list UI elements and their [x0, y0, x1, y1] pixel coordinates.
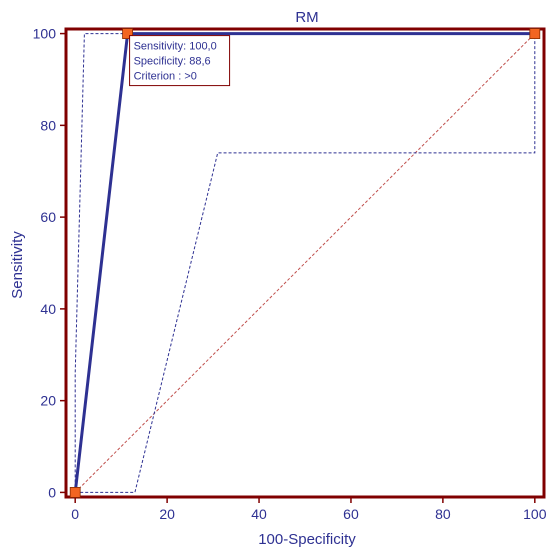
- x-tick-label: 40: [251, 506, 267, 522]
- y-tick-label: 80: [40, 117, 56, 133]
- x-tick-label: 100: [523, 506, 547, 522]
- y-tick-label: 60: [40, 209, 56, 225]
- y-tick-label: 20: [40, 393, 56, 409]
- x-tick-label: 20: [159, 506, 175, 522]
- x-tick-label: 80: [435, 506, 451, 522]
- x-tick-label: 60: [343, 506, 359, 522]
- plot-layer: 0 20 40 60 80 100 0 20 40 60 80 100 Sensitivity: 100…: [33, 26, 547, 522]
- roc-point-marker: [69, 487, 81, 498]
- annotation-line: Criterion : >0: [134, 71, 197, 83]
- y-tick-label: 0: [48, 484, 56, 500]
- chart-title: RM: [295, 9, 318, 26]
- annotation-box: [129, 35, 231, 87]
- reference-diagonal-line: [74, 33, 536, 493]
- lower-confidence-bound-line: [75, 33, 536, 493]
- x-tick-label: 0: [71, 506, 79, 522]
- y-tick-label: 40: [40, 301, 56, 317]
- y-axis-label: Sensitivity: [9, 231, 26, 299]
- y-tick-label: 100: [33, 26, 57, 42]
- annotation-line: Sensitivity: 100,0: [134, 41, 217, 53]
- annotation-line: Specificity: 88,6: [134, 56, 211, 68]
- roc-point-marker: [529, 28, 541, 39]
- roc-point-marker: [122, 28, 133, 39]
- plot-frame: [64, 27, 546, 499]
- x-axis-label: 100-Specificity: [258, 531, 356, 548]
